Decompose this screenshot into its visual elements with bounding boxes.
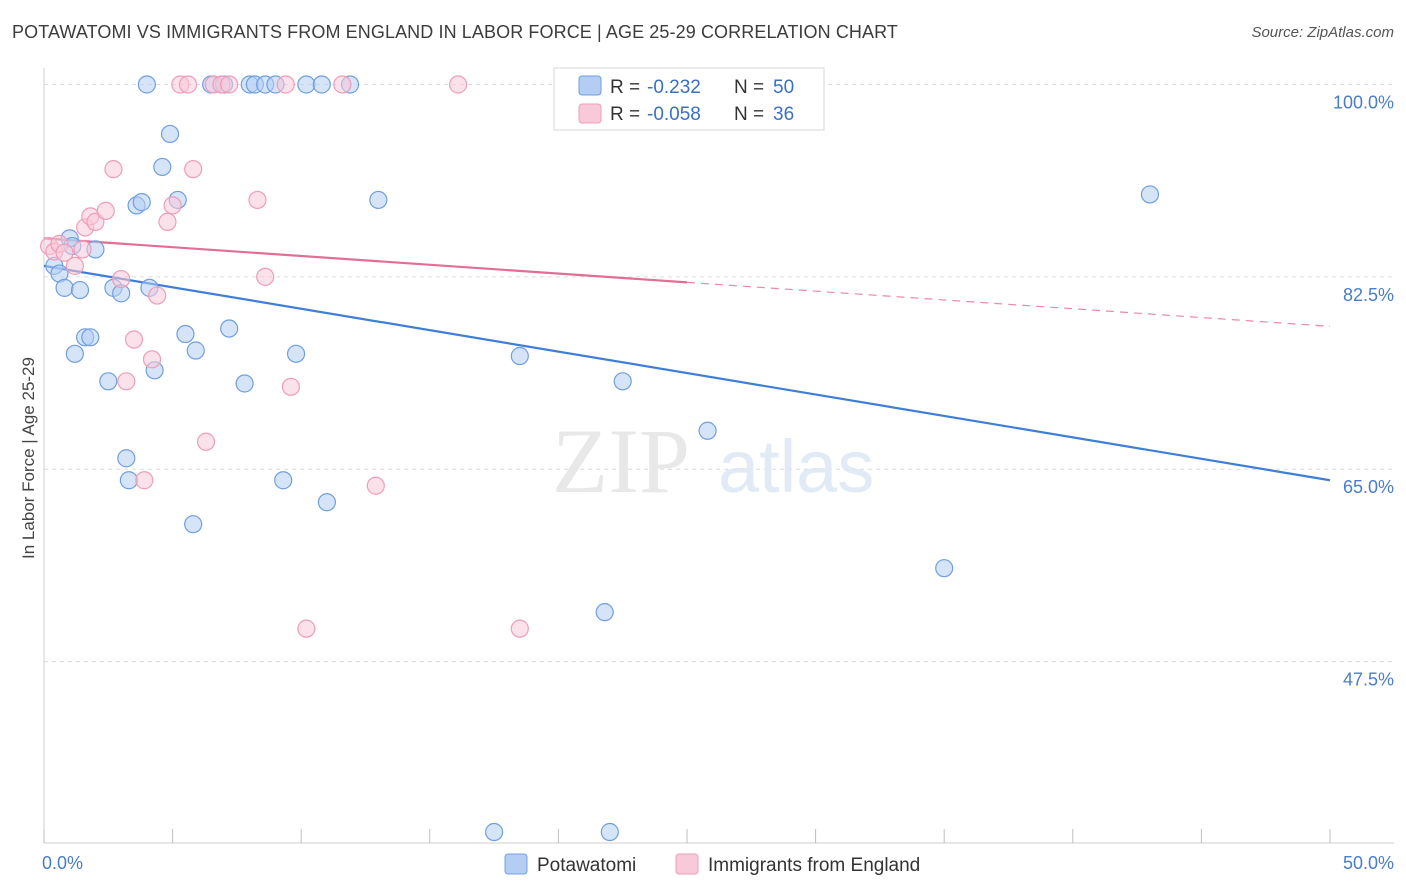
source-credit: Source: ZipAtlas.com <box>1251 24 1394 41</box>
point-england-14 <box>135 471 154 490</box>
y-tick-label-3: 47.5% <box>1343 670 1394 690</box>
point-england-25 <box>220 75 239 94</box>
legend-r-value-1: -0.232 <box>647 77 701 98</box>
legend-r-label-1: R = <box>610 77 640 98</box>
trend-line-england-projection <box>686 281 1331 327</box>
x-ticks <box>43 829 1331 843</box>
point-potawatomi-22 <box>176 324 195 344</box>
point-potawatomi-47 <box>1140 185 1160 204</box>
watermark: ZIP atlas <box>552 410 874 512</box>
point-potawatomi-2 <box>55 278 74 297</box>
axes <box>43 68 1394 844</box>
point-england-15 <box>142 350 162 369</box>
trend-lines <box>43 237 1331 482</box>
point-potawatomi-27 <box>220 319 239 338</box>
point-potawatomi-5 <box>65 344 84 363</box>
point-england-10 <box>104 160 123 179</box>
data-points <box>40 75 1160 842</box>
point-england-11 <box>112 269 131 289</box>
point-england-28 <box>276 75 295 94</box>
point-england-22 <box>196 432 216 451</box>
point-england-30 <box>297 619 316 638</box>
point-england-29 <box>281 377 301 396</box>
point-england-4 <box>65 256 84 275</box>
point-potawatomi-13 <box>117 449 136 468</box>
point-potawatomi-49 <box>137 75 156 94</box>
point-england-3 <box>55 243 74 262</box>
point-england-33 <box>448 75 468 94</box>
point-england-21 <box>184 160 203 179</box>
point-potawatomi-34 <box>286 344 306 363</box>
point-england-18 <box>163 196 182 215</box>
point-potawatomi-39 <box>369 190 388 210</box>
point-england-26 <box>248 190 267 210</box>
point-england-32 <box>366 476 385 495</box>
point-potawatomi-33 <box>274 471 293 490</box>
point-potawatomi-23 <box>184 515 203 534</box>
point-england-12 <box>117 372 136 391</box>
bottom-legend-swatch-potawatomi <box>504 853 528 875</box>
point-potawatomi-28 <box>235 374 254 393</box>
point-potawatomi-44 <box>698 421 717 440</box>
legend-n-label-2: N = <box>734 104 764 125</box>
legend-r-label-2: R = <box>610 104 640 125</box>
point-potawatomi-35 <box>297 75 316 94</box>
watermark-zip: ZIP <box>552 410 690 512</box>
y-tick-label-1: 82.5% <box>1343 285 1394 305</box>
x-tick-label-max: 50.0% <box>1343 853 1394 873</box>
legend-n-value-1: 50 <box>773 77 794 98</box>
legend-swatch-potawatomi <box>578 75 602 96</box>
series-england-points <box>40 75 581 638</box>
legend-r-value-2: -0.058 <box>647 104 701 125</box>
bottom-legend: Potawatomi Immigrants from England <box>504 853 920 876</box>
point-england-17 <box>158 212 177 232</box>
legend-n-value-2: 36 <box>773 104 794 125</box>
trend-line-england <box>43 237 688 284</box>
point-potawatomi-19 <box>153 157 172 177</box>
bottom-legend-swatch-england <box>675 853 699 875</box>
point-england-5 <box>73 240 92 259</box>
point-england-9 <box>96 201 115 221</box>
point-england-13 <box>124 330 144 349</box>
y-axis-label: In Labor Force | Age 25-29 <box>19 357 38 559</box>
point-potawatomi-37 <box>317 493 337 512</box>
point-potawatomi-6 <box>70 280 90 300</box>
point-potawatomi-40 <box>510 346 529 366</box>
point-potawatomi-20 <box>160 124 180 144</box>
y-tick-label-2: 65.0% <box>1343 477 1394 497</box>
x-tick-label-min: 0.0% <box>42 853 83 873</box>
legend-swatch-england <box>578 103 602 124</box>
point-potawatomi-24 <box>186 341 205 360</box>
point-potawatomi-10 <box>99 372 118 391</box>
grid-lines <box>44 83 1394 663</box>
point-england-20 <box>178 75 198 94</box>
point-potawatomi-43 <box>613 372 632 391</box>
point-potawatomi-42 <box>600 822 619 842</box>
bottom-legend-label-potawatomi: Potawatomi <box>537 855 636 876</box>
point-england-16 <box>148 286 167 305</box>
point-potawatomi-8 <box>81 328 100 347</box>
legend-n-label-1: N = <box>734 77 764 98</box>
point-england-34 <box>510 619 529 638</box>
bottom-legend-label-england: Immigrants from England <box>708 855 920 876</box>
point-potawatomi-16 <box>132 193 151 212</box>
y-tick-label-0: 100.0% <box>1333 92 1394 112</box>
point-potawatomi-48 <box>485 822 504 842</box>
point-potawatomi-36 <box>312 75 331 94</box>
point-potawatomi-14 <box>119 471 138 490</box>
legend-box: R = -0.232 N = 50 R = -0.058 N = 36 <box>553 67 825 131</box>
watermark-atlas: atlas <box>718 425 874 508</box>
trend-line-potawatomi <box>43 264 1331 482</box>
point-potawatomi-41 <box>595 603 614 622</box>
y-tick-labels: 100.0% 82.5% 65.0% 47.5% <box>1333 92 1394 689</box>
point-england-31 <box>333 75 352 94</box>
point-potawatomi-46 <box>935 559 954 578</box>
point-england-27 <box>256 267 275 286</box>
chart-title: POTAWATOMI VS IMMIGRANTS FROM ENGLAND IN… <box>12 22 898 42</box>
